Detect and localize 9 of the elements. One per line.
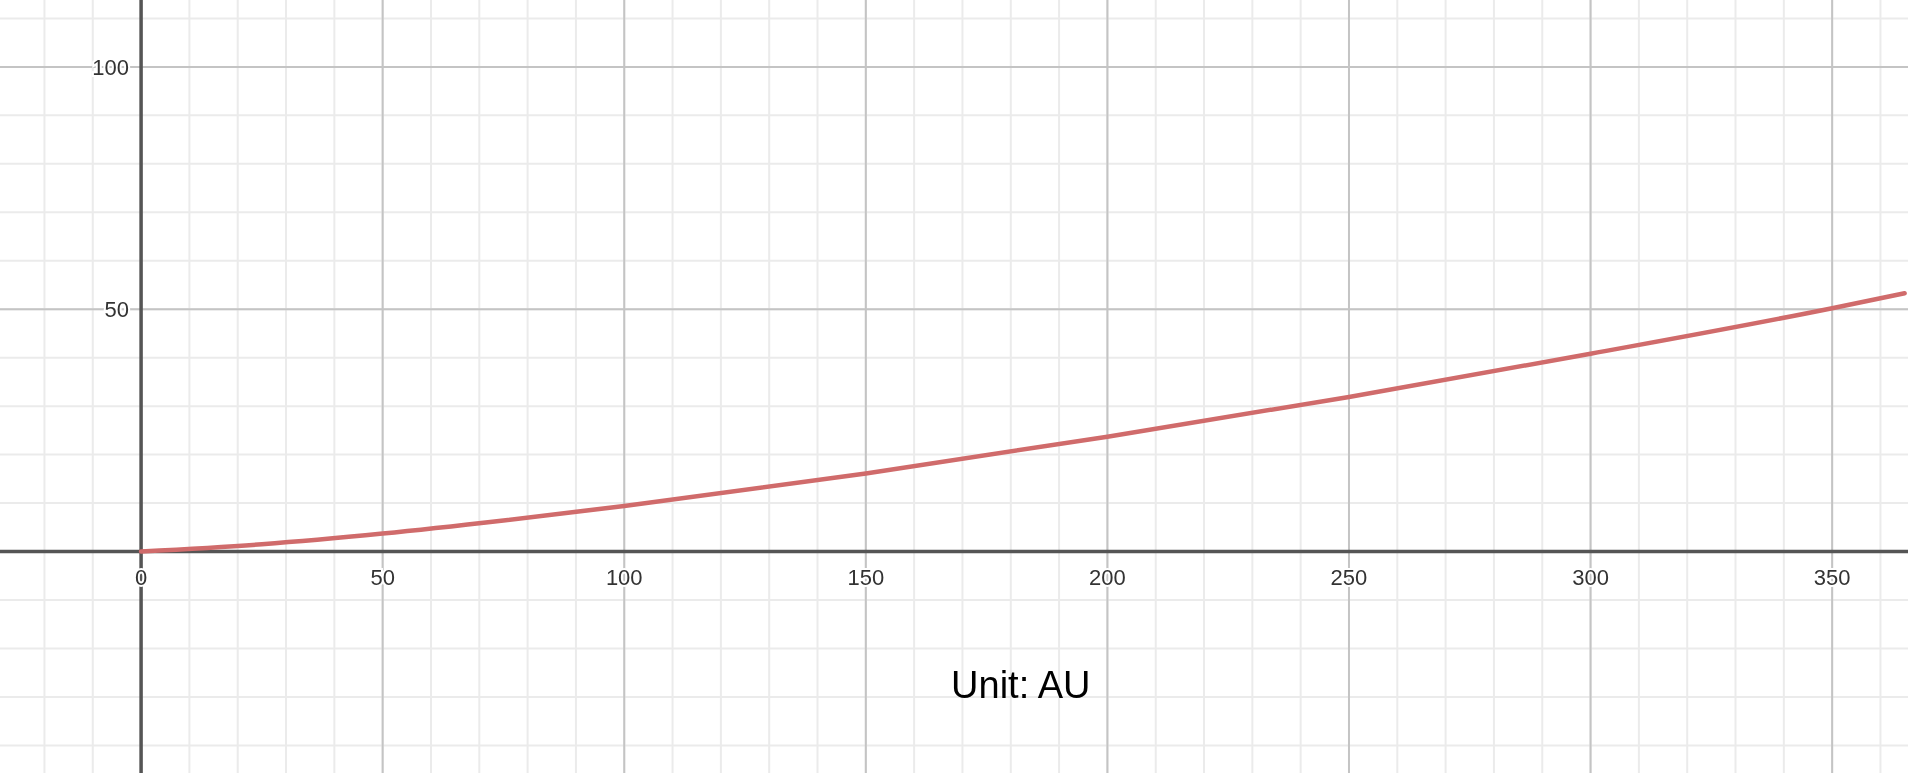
x-tick-label: 100 — [605, 564, 643, 590]
x-tick-label: 250 — [1330, 564, 1368, 590]
x-tick-label: 200 — [1089, 564, 1126, 590]
annotation: Unit: AU — [951, 664, 1091, 706]
line-series — [138, 290, 1907, 554]
x-tick-label: 350 — [1813, 564, 1851, 590]
x-tick-label: 300 — [1572, 564, 1609, 590]
x-tick-label: 150 — [847, 564, 885, 590]
x-tick-label: 50 — [370, 564, 395, 590]
